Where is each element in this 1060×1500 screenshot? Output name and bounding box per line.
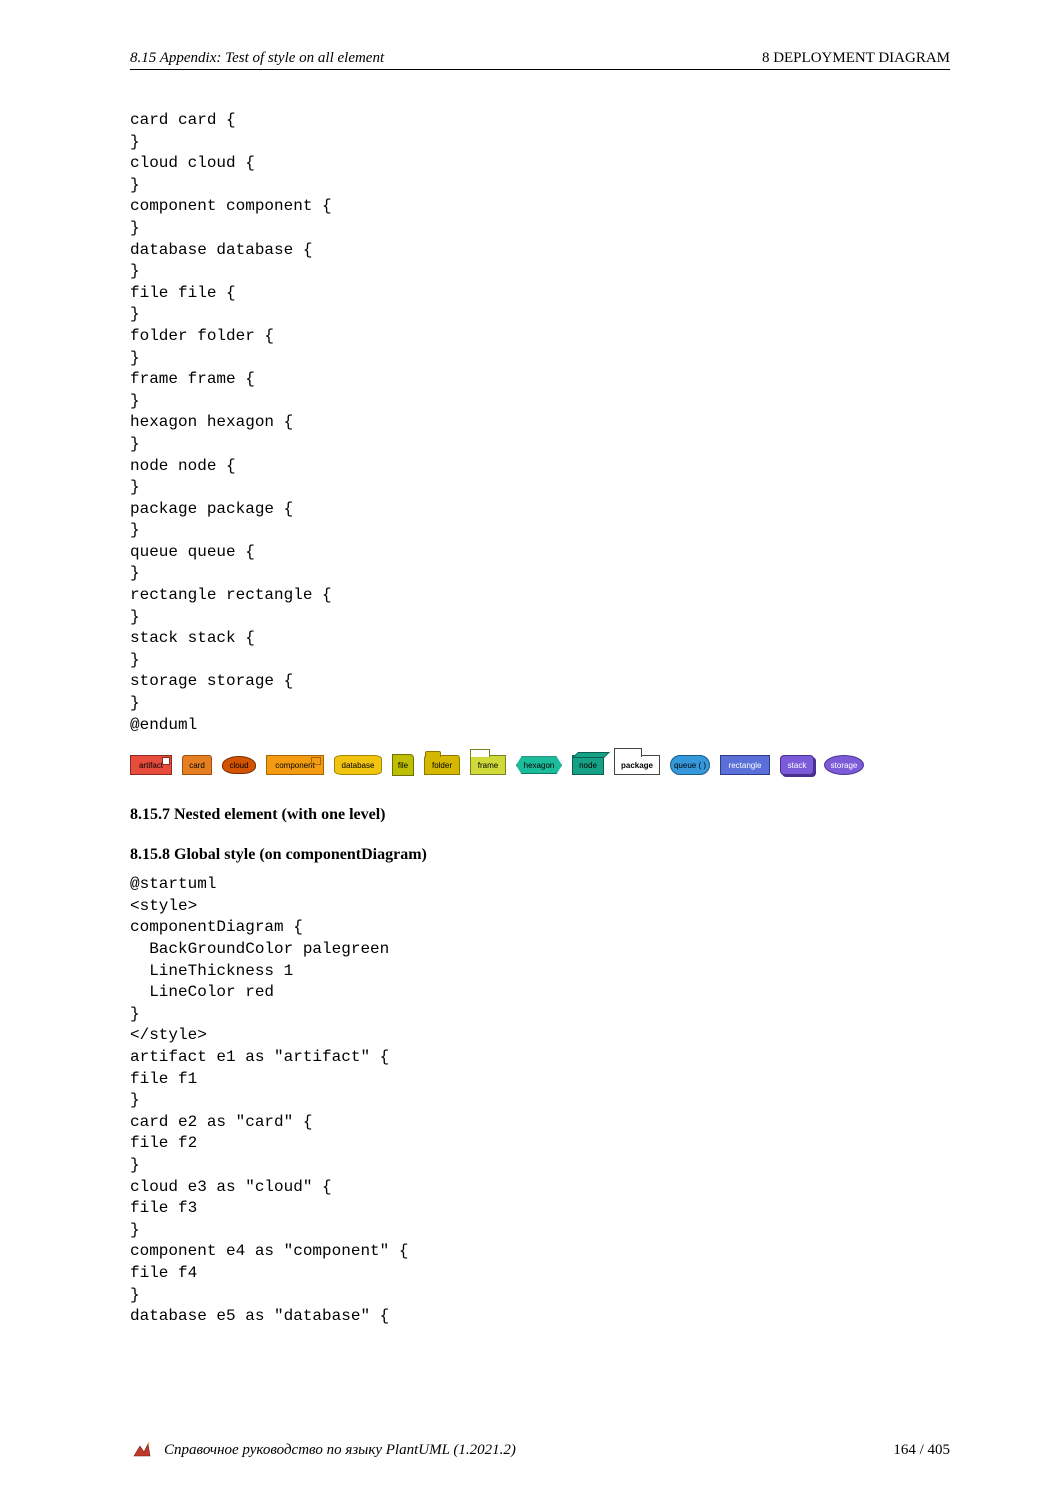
section-heading-8-15-8: 8.15.8 Global style (on componentDiagram… [130, 846, 950, 864]
footer-left: Справочное руководство по языку PlantUML… [130, 1440, 516, 1460]
shape-stack: stack [780, 755, 814, 775]
code-block-1: card card { } cloud cloud { } component … [130, 110, 950, 736]
shape-file: file [392, 754, 414, 776]
shape-storage: storage [824, 755, 864, 775]
shape-database: database [334, 755, 382, 775]
plantuml-logo-icon [130, 1440, 154, 1460]
shape-folder: folder [424, 755, 460, 775]
section-heading-8-15-7: 8.15.7 Nested element (with one level) [130, 806, 950, 824]
footer-text: Справочное руководство по языку PlantUML… [164, 1442, 516, 1459]
shape-hexagon: hexagon [516, 756, 562, 774]
shape-package: package [614, 755, 660, 775]
header-left: 8.15 Appendix: Test of style on all elem… [130, 50, 384, 67]
header-right: 8 DEPLOYMENT DIAGRAM [762, 50, 950, 67]
code-block-2: @startuml <style> componentDiagram { Bac… [130, 874, 950, 1327]
page-footer: Справочное руководство по языку PlantUML… [130, 1440, 950, 1460]
diagram-shapes-row: artifact card cloud component database f… [130, 754, 950, 776]
shape-artifact: artifact [130, 755, 172, 775]
page-header: 8.15 Appendix: Test of style on all elem… [130, 50, 950, 70]
shape-node: node [572, 755, 604, 775]
shape-rectangle: rectangle [720, 755, 770, 775]
page: 8.15 Appendix: Test of style on all elem… [0, 0, 1060, 1500]
shape-frame: frame [470, 755, 506, 775]
shape-queue: queue ( ) [670, 755, 710, 775]
shape-card: card [182, 755, 212, 775]
shape-cloud: cloud [222, 756, 256, 774]
shape-component: component [266, 755, 324, 775]
footer-page-number: 164 / 405 [893, 1442, 950, 1459]
